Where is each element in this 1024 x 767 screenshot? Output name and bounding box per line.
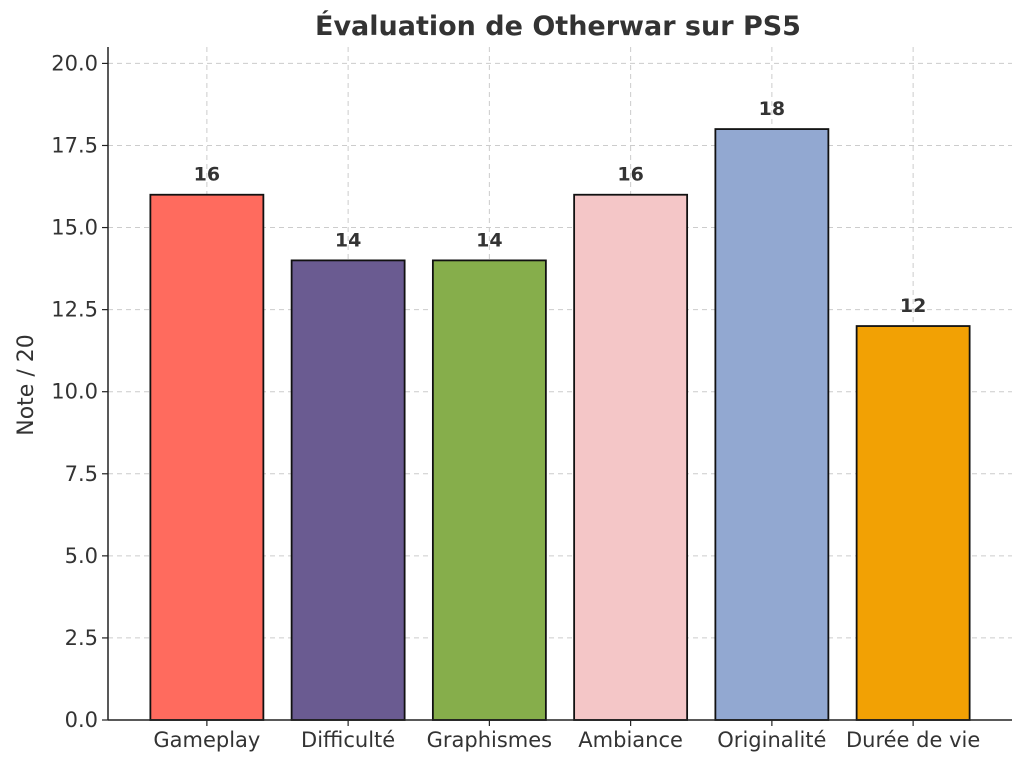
x-tick-label: Gameplay <box>153 728 260 752</box>
bar-3 <box>573 193 689 721</box>
axes <box>107 47 1012 721</box>
bar-value-label: 16 <box>194 164 220 186</box>
y-tick-label: 17.5 <box>51 133 98 157</box>
bar-value-label: 18 <box>759 98 785 120</box>
y-tick-label: 7.5 <box>65 462 98 486</box>
bar-1 <box>290 259 406 721</box>
bar-5 <box>855 325 971 721</box>
chart-title: Évaluation de Otherwar sur PS5 <box>315 10 801 42</box>
y-tick-label: 10.0 <box>51 380 98 404</box>
x-tick-label: Durée de vie <box>846 728 980 752</box>
bar-value-label: 14 <box>335 229 361 251</box>
bar-4 <box>714 128 830 721</box>
y-axis-label: Note / 20 <box>14 334 39 435</box>
y-axis-ticks: 0.0 2.5 5.0 7.5 10.0 12.5 15.0 17.5 20.0 <box>51 51 108 732</box>
y-tick-label: 20.0 <box>51 51 98 75</box>
y-tick-label: 5.0 <box>65 544 98 568</box>
x-tick-label: Difficulté <box>301 728 395 752</box>
value-labels: 16 14 14 16 18 12 <box>194 98 927 317</box>
bar-value-label: 14 <box>476 229 502 251</box>
bar-value-label: 16 <box>617 164 643 186</box>
x-tick-label: Graphismes <box>427 728 553 752</box>
y-tick-label: 15.0 <box>51 216 98 240</box>
bar-value-label: 12 <box>900 295 926 317</box>
y-tick-label: 0.0 <box>65 708 98 732</box>
bar-2 <box>431 259 547 721</box>
y-tick-label: 2.5 <box>65 626 98 650</box>
x-tick-label: Originalité <box>717 728 826 752</box>
x-axis-ticks: Gameplay Difficulté Graphismes Ambiance Orig… <box>153 720 980 752</box>
y-tick-label: 12.5 <box>51 298 98 322</box>
bar-0 <box>149 193 265 721</box>
x-tick-label: Ambiance <box>578 728 683 752</box>
bars <box>149 128 971 721</box>
